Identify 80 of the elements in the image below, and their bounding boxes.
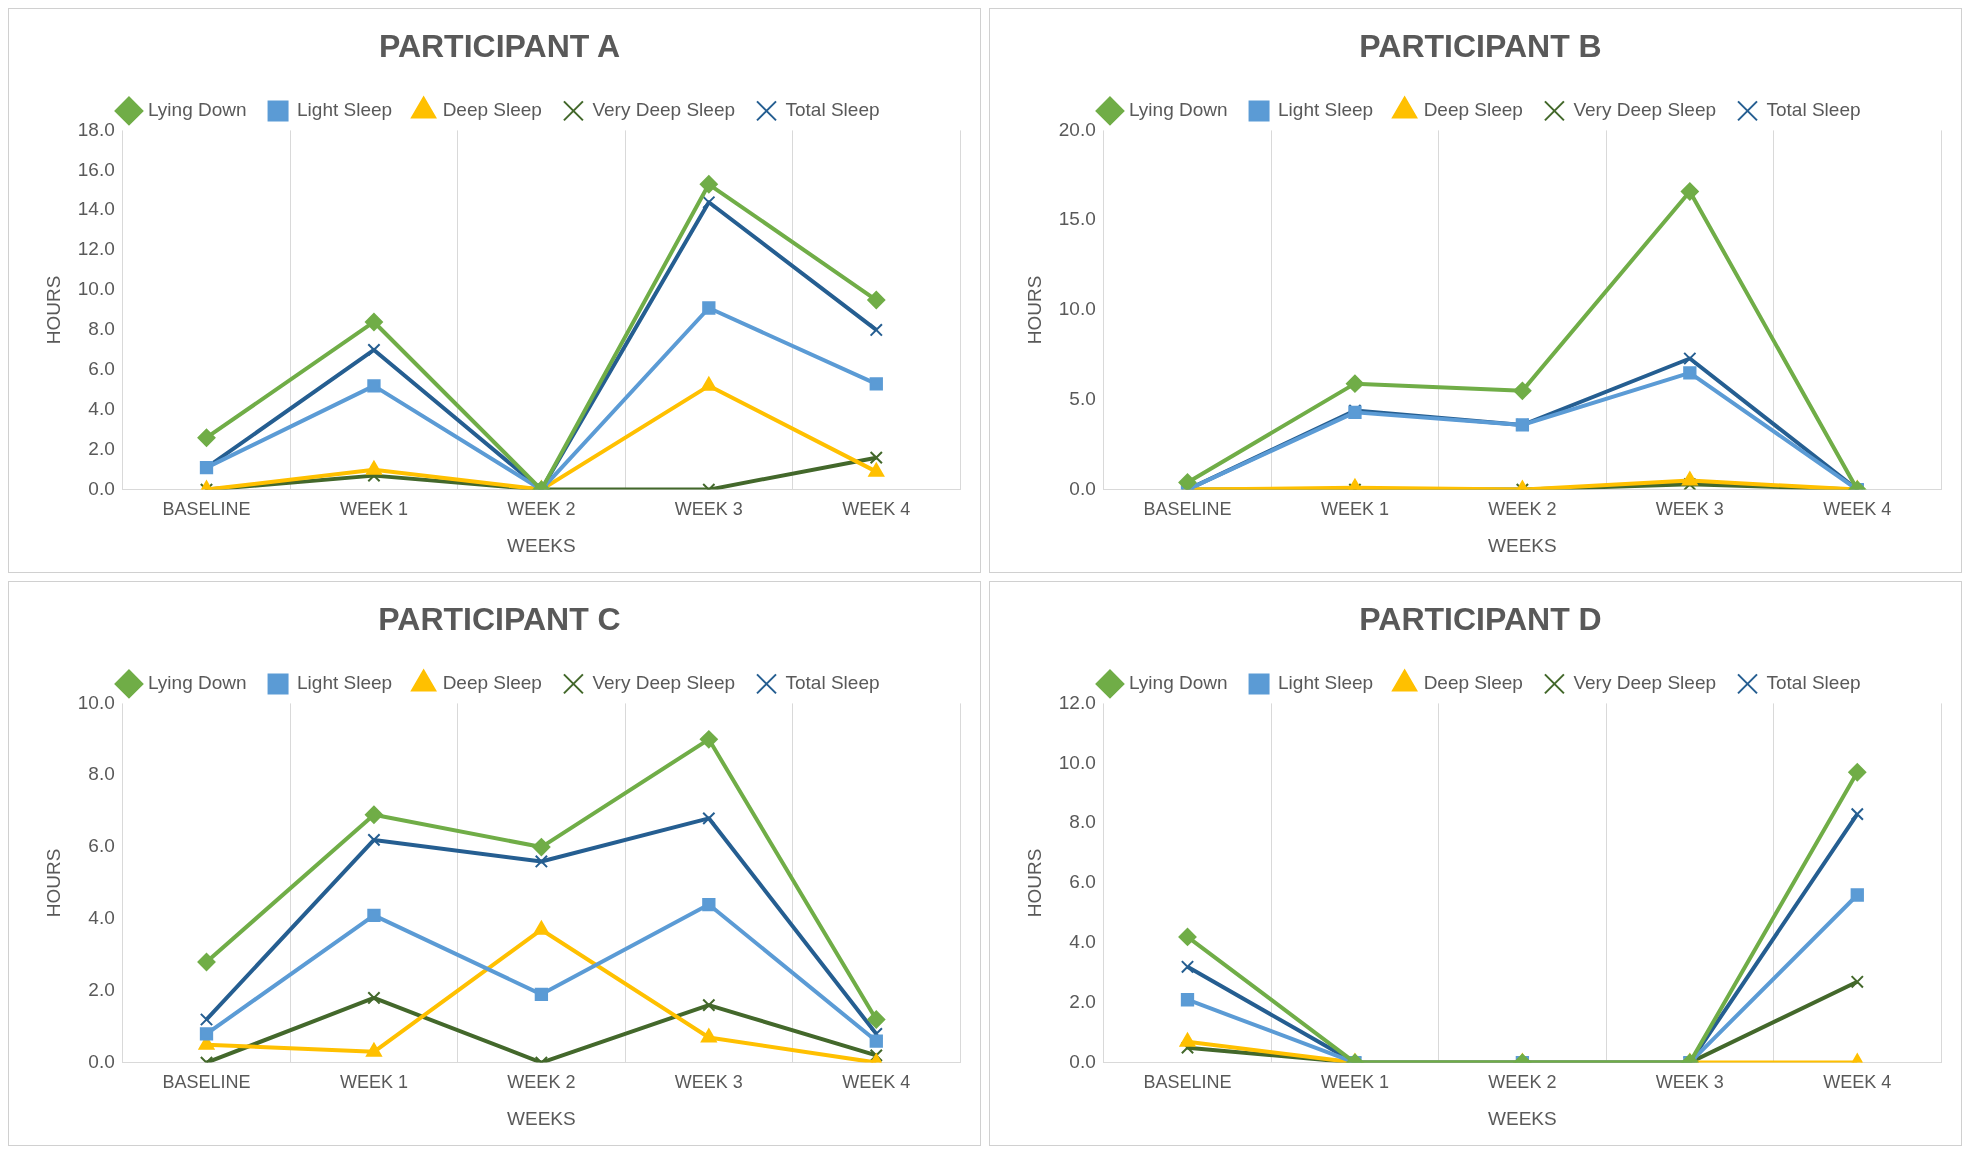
legend-label: Total Sleep <box>1766 672 1861 694</box>
legend-label: Deep Sleep <box>1423 99 1523 121</box>
y-tick-label: 4.0 <box>88 907 115 929</box>
y-tick-label: 14.0 <box>77 198 115 220</box>
legend-label: Total Sleep <box>785 672 880 694</box>
legend-label: Light Sleep <box>1278 99 1374 121</box>
y-tick-label: 8.0 <box>88 763 115 785</box>
legend-label: Lying Down <box>147 99 247 121</box>
x-tick-label: WEEK 1 <box>1320 1072 1389 1093</box>
x-tick-label: WEEK 4 <box>842 499 911 520</box>
x-tick-label: WEEK 1 <box>1320 499 1389 520</box>
legend-label: Deep Sleep <box>1423 672 1523 694</box>
y-tick-label: 5.0 <box>1069 388 1096 410</box>
legend-label: Deep Sleep <box>442 672 542 694</box>
x-tick-label: WEEK 4 <box>842 1072 911 1093</box>
legend-label: Light Sleep <box>297 672 393 694</box>
legend-label: Very Deep Sleep <box>592 99 736 121</box>
x-tick-label: WEEK 4 <box>1823 1072 1892 1093</box>
chart-title: PARTICIPANT A <box>378 28 621 65</box>
y-tick-label: 0.0 <box>1069 477 1096 499</box>
chart-title: PARTICIPANT B <box>1359 28 1602 65</box>
y-tick-label: 16.0 <box>77 158 115 180</box>
y-tick-label: 0.0 <box>88 1050 115 1072</box>
y-tick-label: 8.0 <box>88 318 115 340</box>
y-tick-label: 12.0 <box>77 238 115 260</box>
y-tick-label: 12.0 <box>1058 691 1096 713</box>
x-axis-title: WEEKS <box>507 1107 576 1129</box>
y-tick-label: 10.0 <box>77 278 115 300</box>
y-tick-label: 2.0 <box>88 978 115 1000</box>
y-tick-label: 4.0 <box>1069 931 1096 953</box>
x-tick-label: BASELINE <box>162 1072 251 1093</box>
y-tick-label: 6.0 <box>1069 871 1096 893</box>
legend-label: Deep Sleep <box>442 99 542 121</box>
chart-title: PARTICIPANT D <box>1359 601 1602 638</box>
y-tick-label: 0.0 <box>1069 1050 1096 1072</box>
y-tick-label: 6.0 <box>88 835 115 857</box>
legend-label: Very Deep Sleep <box>1573 99 1717 121</box>
x-tick-label: WEEK 2 <box>507 499 576 520</box>
y-axis-title: HOURS <box>42 848 64 918</box>
x-axis-title: WEEKS <box>507 534 576 556</box>
x-tick-label: WEEK 3 <box>674 1072 743 1093</box>
x-tick-label: WEEK 1 <box>339 499 408 520</box>
y-tick-label: 15.0 <box>1058 208 1096 230</box>
x-tick-label: BASELINE <box>1143 499 1232 520</box>
x-axis-title: WEEKS <box>1488 534 1557 556</box>
y-tick-label: 4.0 <box>88 398 115 420</box>
y-tick-label: 18.0 <box>77 118 115 140</box>
legend-label: Lying Down <box>1128 99 1228 121</box>
y-tick-label: 20.0 <box>1058 118 1096 140</box>
legend-label: Lying Down <box>147 672 247 694</box>
legend-label: Light Sleep <box>297 99 393 121</box>
x-tick-label: WEEK 2 <box>507 1072 576 1093</box>
x-tick-label: WEEK 4 <box>1823 499 1892 520</box>
legend-label: Total Sleep <box>1766 99 1861 121</box>
x-tick-label: WEEK 2 <box>1488 1072 1557 1093</box>
y-tick-label: 2.0 <box>1069 990 1096 1012</box>
y-tick-label: 2.0 <box>88 437 115 459</box>
x-tick-label: WEEK 3 <box>1655 1072 1724 1093</box>
x-axis-title: WEEKS <box>1488 1107 1557 1129</box>
x-tick-label: WEEK 1 <box>339 1072 408 1093</box>
y-axis-title: HOURS <box>42 275 64 345</box>
legend-label: Light Sleep <box>1278 672 1374 694</box>
x-tick-label: BASELINE <box>1143 1072 1232 1093</box>
x-tick-label: WEEK 2 <box>1488 499 1557 520</box>
chart-title: PARTICIPANT C <box>378 601 621 638</box>
legend-label: Lying Down <box>1128 672 1228 694</box>
y-tick-label: 8.0 <box>1069 811 1096 833</box>
y-tick-label: 10.0 <box>1058 751 1096 773</box>
y-tick-label: 10.0 <box>1058 298 1096 320</box>
x-tick-label: WEEK 3 <box>1655 499 1724 520</box>
y-tick-label: 6.0 <box>88 358 115 380</box>
legend-label: Total Sleep <box>785 99 880 121</box>
y-tick-label: 10.0 <box>77 691 115 713</box>
x-tick-label: BASELINE <box>162 499 251 520</box>
y-axis-title: HOURS <box>1023 848 1045 918</box>
legend-label: Very Deep Sleep <box>592 672 736 694</box>
y-axis-title: HOURS <box>1023 275 1045 345</box>
x-tick-label: WEEK 3 <box>674 499 743 520</box>
legend-label: Very Deep Sleep <box>1573 672 1717 694</box>
y-tick-label: 0.0 <box>88 477 115 499</box>
